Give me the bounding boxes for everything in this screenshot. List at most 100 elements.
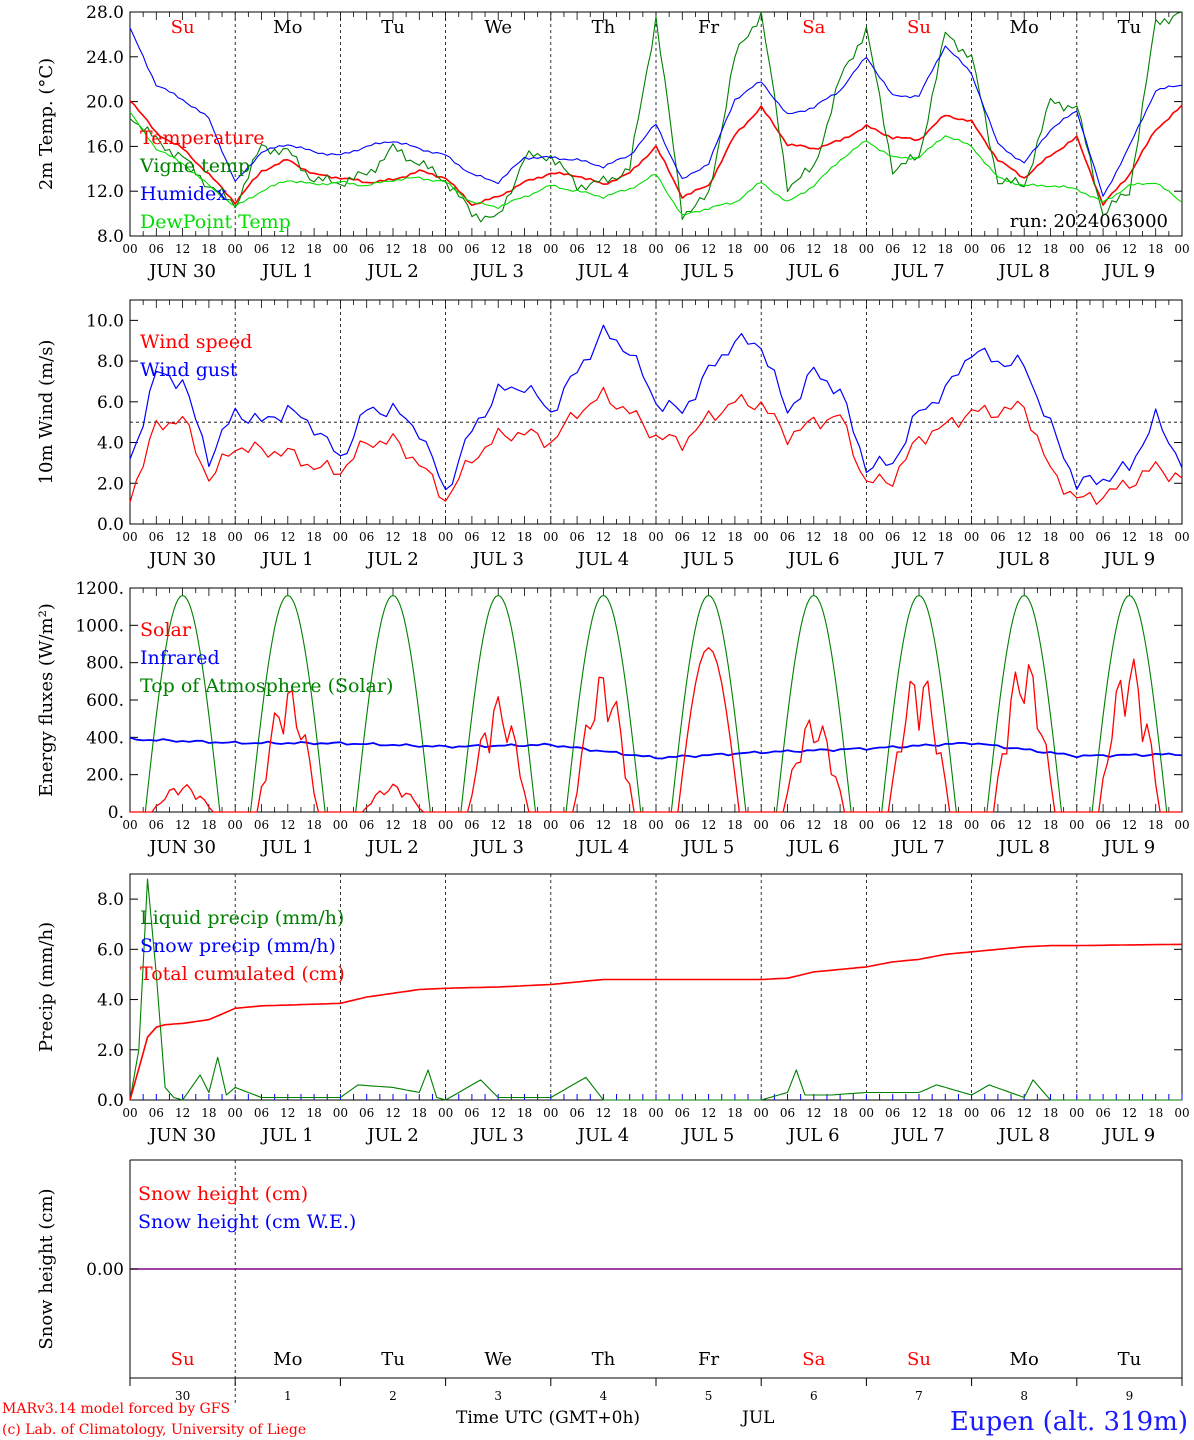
weekday-label: Tu (1118, 1349, 1142, 1370)
hour-tick-label: 00 (1174, 818, 1189, 832)
hour-tick-label: 00 (859, 818, 874, 832)
hour-tick-label: 12 (701, 242, 716, 256)
hour-tick-label: 12 (1122, 818, 1137, 832)
hour-tick-label: 00 (648, 818, 663, 832)
hour-tick-label: 18 (622, 530, 637, 544)
hour-tick-label: 18 (1043, 818, 1058, 832)
y-tick-label: 2.0 (97, 1041, 124, 1061)
weekday-label: We (484, 17, 512, 38)
y-axis-label: Snow height (cm) (36, 1188, 57, 1349)
date-label: JUL 5 (681, 1125, 735, 1146)
weekday-label: Su (171, 1349, 195, 1370)
day-number-label: 9 (1126, 1389, 1134, 1403)
hour-tick-label: 18 (1148, 818, 1163, 832)
hour-tick-label: 00 (228, 818, 243, 832)
date-label: JUL 7 (891, 837, 945, 858)
hour-tick-label: 12 (701, 818, 716, 832)
hour-tick-label: 18 (1148, 530, 1163, 544)
date-label: JUL 4 (576, 1125, 630, 1146)
y-axis-label: 2m Temp. (°C) (36, 58, 57, 190)
hour-tick-label: 12 (1017, 818, 1032, 832)
hour-tick-label: 00 (648, 530, 663, 544)
hour-tick-label: 18 (517, 530, 532, 544)
hour-tick-label: 12 (280, 242, 295, 256)
hour-tick-label: 12 (175, 530, 190, 544)
hour-tick-label: 12 (596, 242, 611, 256)
hour-tick-label: 06 (1095, 1106, 1110, 1120)
hour-tick-label: 00 (438, 530, 453, 544)
energy-panel: 0. 200. 400. 600. 800. 1000. 1200. Energy fluxe… (36, 579, 1190, 858)
date-label: JUL 1 (260, 1125, 314, 1146)
hour-tick-label: 18 (622, 242, 637, 256)
hour-tick-label: 06 (149, 530, 164, 544)
date-label: JUL 2 (365, 261, 419, 282)
hour-tick-label: 00 (964, 530, 979, 544)
hour-tick-label: 12 (911, 1106, 926, 1120)
hour-tick-label: 06 (569, 242, 584, 256)
hour-tick-label: 12 (1017, 242, 1032, 256)
footer: MARv3.14 model forced by GFS (c) Lab. of… (2, 1401, 1188, 1438)
hour-tick-label: 00 (648, 1106, 663, 1120)
legend-entry: Snow precip (mm/h) (140, 935, 336, 957)
wind-panel: 0.0 2.0 4.0 6.0 8.0 10.0 10m Wind (m/s) Wind sp… (36, 299, 1190, 570)
hour-tick-label: 18 (727, 1106, 742, 1120)
date-label: JUL 4 (576, 549, 630, 570)
hour-tick-label: 06 (885, 818, 900, 832)
panel-frame (129, 299, 1183, 525)
hour-tick-label: 18 (1043, 530, 1058, 544)
hour-tick-label: 00 (754, 242, 769, 256)
credit-line-2: (c) Lab. of Climatology, University of L… (2, 1422, 306, 1438)
date-label: JUL 9 (1102, 261, 1156, 282)
date-label: JUL 7 (891, 261, 945, 282)
hour-tick-label: 12 (491, 818, 506, 832)
hour-tick-label: 06 (149, 242, 164, 256)
date-label: JUL 3 (470, 261, 524, 282)
hour-tick-label: 00 (1174, 530, 1189, 544)
hour-tick-label: 18 (1148, 242, 1163, 256)
hour-tick-label: 18 (622, 1106, 637, 1120)
hour-tick-label: 06 (464, 1106, 479, 1120)
legend-entry: Humidex (140, 183, 227, 205)
hour-tick-label: 00 (543, 530, 558, 544)
hour-tick-label: 06 (359, 242, 374, 256)
solar-line (130, 647, 1182, 813)
wind-series-line (129, 324, 1183, 491)
wind-series-line (129, 386, 1183, 505)
legend-entry: Vigne temp (139, 155, 250, 177)
hour-tick-label: 18 (306, 818, 321, 832)
hour-tick-label: 00 (543, 242, 558, 256)
temperature-panel: 8.0 12.0 16.0 20.0 24.0 28.0 2m Temp. (°C) Temp… (36, 3, 1190, 282)
date-label: JUL 2 (365, 549, 419, 570)
weekday-label: Tu (381, 17, 405, 38)
hour-tick-label: 18 (832, 1106, 847, 1120)
date-label: JUL 3 (470, 837, 524, 858)
hour-tick-label: 12 (175, 1106, 190, 1120)
hour-tick-label: 18 (727, 242, 742, 256)
hour-tick-label: 12 (385, 530, 400, 544)
hour-tick-label: 00 (1174, 242, 1189, 256)
hour-tick-label: 18 (1043, 1106, 1058, 1120)
liquid-precip-line (129, 878, 1182, 1101)
hour-tick-label: 06 (990, 242, 1005, 256)
date-label: JUN 30 (147, 549, 216, 570)
hour-tick-label: 00 (964, 818, 979, 832)
date-label: JUN 30 (147, 261, 216, 282)
hour-tick-label: 00 (1069, 530, 1084, 544)
hour-tick-label: 18 (832, 530, 847, 544)
weekday-label: Su (907, 1349, 931, 1370)
day-number-label: 6 (810, 1389, 818, 1403)
hour-tick-label: 00 (438, 242, 453, 256)
weekday-label: Tu (1118, 17, 1142, 38)
y-axis-label: Energy fluxes (W/m²) (36, 603, 57, 797)
hour-tick-label: 06 (254, 818, 269, 832)
y-tick-label: 8.0 (97, 227, 124, 247)
hour-tick-label: 18 (517, 1106, 532, 1120)
hour-tick-label: 12 (911, 818, 926, 832)
hour-tick-label: 06 (990, 818, 1005, 832)
hour-tick-label: 00 (1069, 242, 1084, 256)
hour-tick-label: 12 (491, 1106, 506, 1120)
hour-tick-label: 00 (333, 818, 348, 832)
hour-tick-label: 06 (1095, 242, 1110, 256)
hour-tick-label: 00 (964, 1106, 979, 1120)
hour-tick-label: 00 (754, 818, 769, 832)
